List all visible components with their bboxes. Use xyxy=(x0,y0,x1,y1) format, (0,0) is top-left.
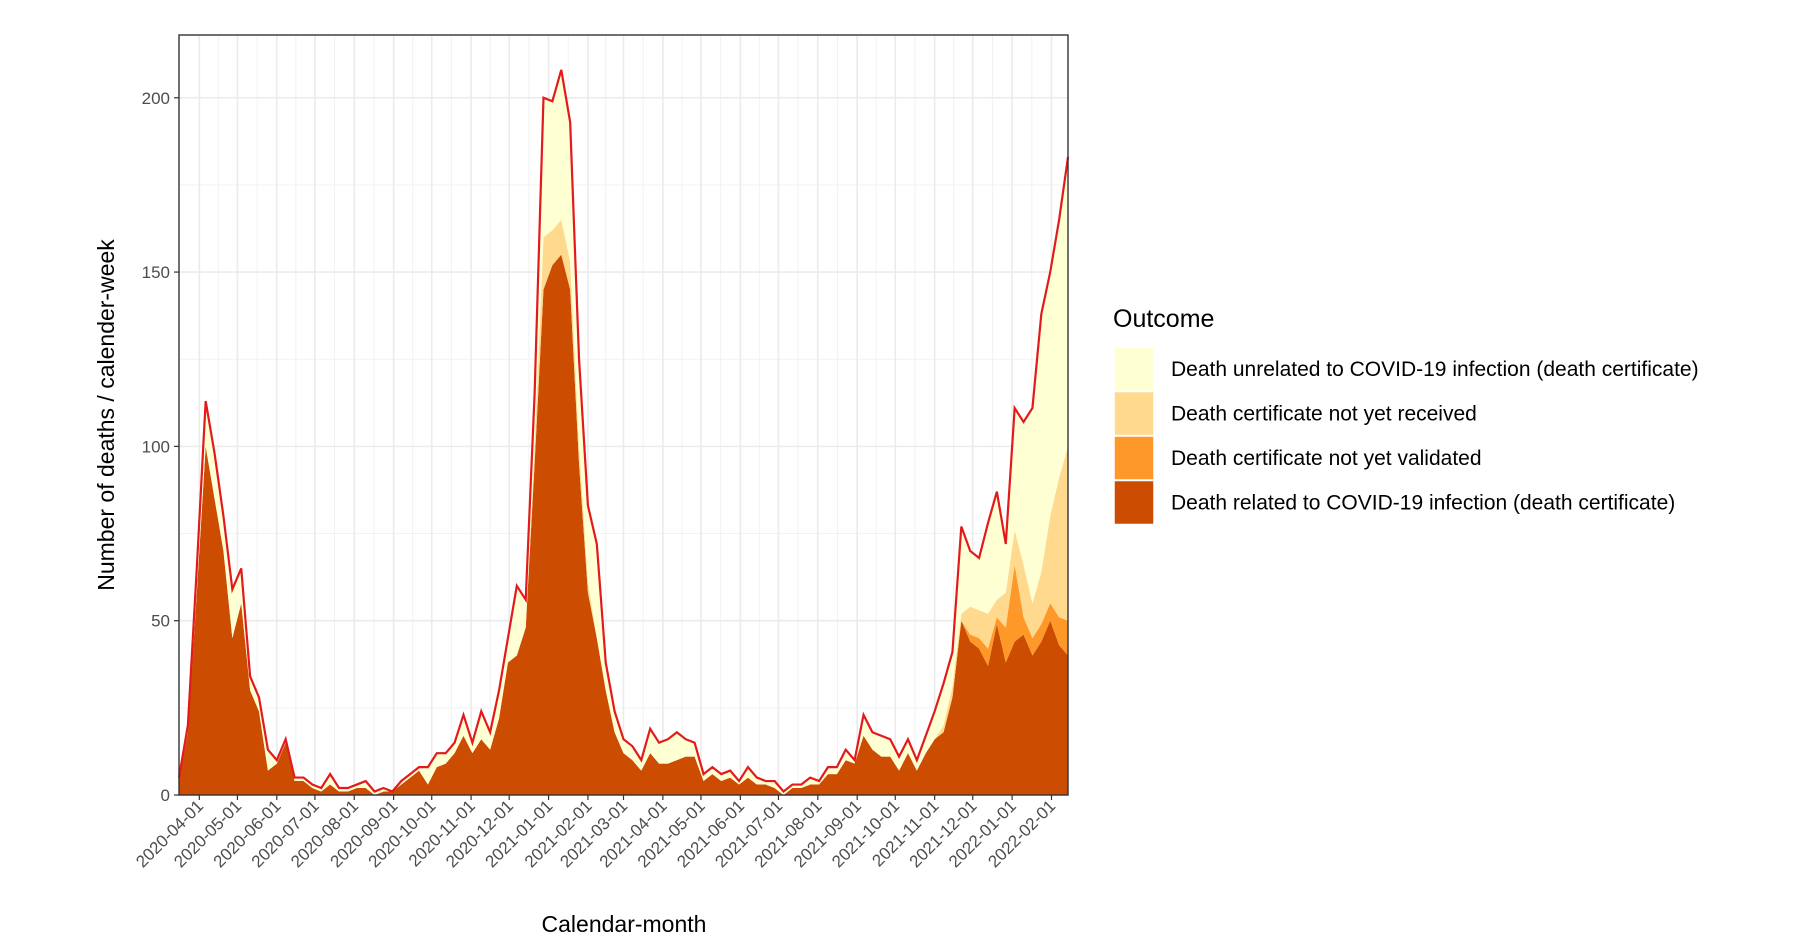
legend-key xyxy=(1113,390,1155,437)
area xyxy=(179,254,1068,795)
plot-border xyxy=(178,34,1069,796)
legend-label: Death certificate not yet received xyxy=(1171,403,1477,426)
legend-label: Death related to COVID-19 infection (dea… xyxy=(1171,492,1675,515)
y-tick-label: 100 xyxy=(142,437,170,456)
legend-label: Death certificate not yet validated xyxy=(1171,447,1482,470)
y-axis-title: Number of deaths / calender-week xyxy=(93,239,119,591)
y-tick-label: 0 xyxy=(161,786,170,805)
legend-key xyxy=(1113,435,1155,481)
legend-label: Death unrelated to COVID-19 infection (d… xyxy=(1171,358,1699,381)
total-line xyxy=(177,69,1070,794)
legend-title: Outcome xyxy=(1113,305,1214,333)
legend-key xyxy=(1113,479,1155,526)
x-axis-title: Calendar-month xyxy=(542,911,707,937)
y-tick-label: 150 xyxy=(142,263,170,282)
y-tick-label: 200 xyxy=(142,89,170,108)
y-tick-label: 50 xyxy=(151,612,170,631)
legend-key xyxy=(1113,346,1155,392)
